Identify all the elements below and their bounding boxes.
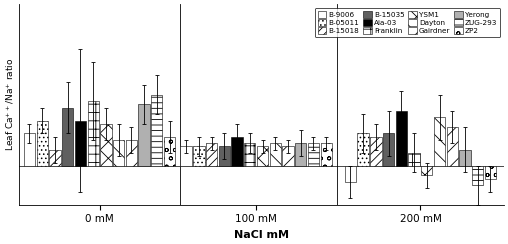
Bar (421, 166, 432, 175)
Bar (113, 140, 124, 166)
Bar (219, 146, 230, 166)
Bar (37, 121, 48, 166)
Bar (206, 143, 217, 166)
Bar (232, 137, 243, 166)
Bar (125, 140, 137, 166)
Bar (321, 143, 332, 166)
Bar (180, 146, 192, 166)
Bar (282, 146, 294, 166)
Bar (358, 133, 369, 166)
Bar (193, 146, 205, 166)
Bar (24, 133, 35, 166)
Bar (100, 124, 112, 166)
Bar (308, 143, 319, 166)
Bar (459, 150, 470, 166)
Bar (62, 108, 73, 166)
Bar (270, 143, 281, 166)
Bar (295, 143, 306, 166)
Bar (87, 101, 99, 166)
Bar (345, 166, 356, 182)
Y-axis label: Leaf Ca$^{++}$/Na$^{+}$ ratio: Leaf Ca$^{++}$/Na$^{+}$ ratio (4, 58, 16, 151)
Bar (434, 117, 445, 166)
Bar (257, 146, 268, 166)
Bar (383, 133, 394, 166)
Bar (75, 121, 86, 166)
Bar (396, 111, 407, 166)
Bar (370, 137, 382, 166)
Bar (472, 166, 484, 185)
Bar (408, 153, 420, 166)
Bar (244, 143, 256, 166)
Legend: B-9006, B-05011, B-15018, B-15035, Aia-03, Franklin, YSM1, Dayton, Gairdner, Yer: B-9006, B-05011, B-15018, B-15035, Aia-0… (315, 8, 500, 37)
Bar (447, 127, 458, 166)
X-axis label: NaCl mM: NaCl mM (234, 230, 289, 240)
Bar (485, 166, 496, 179)
Bar (49, 150, 60, 166)
Bar (151, 95, 163, 166)
Bar (139, 104, 150, 166)
Bar (164, 137, 175, 166)
